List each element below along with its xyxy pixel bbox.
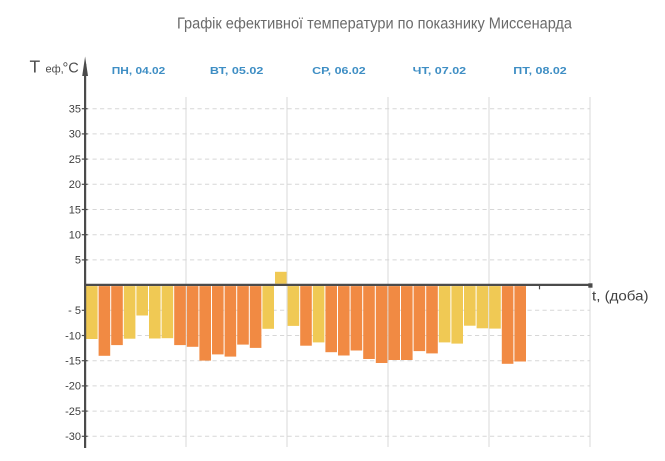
svg-text:20: 20 xyxy=(69,179,81,191)
svg-text:еф,: еф, xyxy=(46,64,64,76)
svg-text:t, (доба): t, (доба) xyxy=(592,289,649,304)
svg-text:35: 35 xyxy=(69,104,81,116)
svg-text:ЧТ, 07.02: ЧТ, 07.02 xyxy=(413,66,467,77)
svg-text:30: 30 xyxy=(69,129,81,141)
svg-text:-30: -30 xyxy=(65,431,81,443)
svg-text:-20: -20 xyxy=(65,381,81,393)
svg-text:T: T xyxy=(30,57,41,77)
svg-text:ПТ, 08.02: ПТ, 08.02 xyxy=(513,66,567,77)
svg-text:25: 25 xyxy=(69,154,81,166)
svg-text:°С: °С xyxy=(63,61,79,77)
svg-text:ВТ, 05.02: ВТ, 05.02 xyxy=(210,66,264,77)
svg-text:- 5: - 5 xyxy=(68,305,81,317)
svg-text:СР, 06.02: СР, 06.02 xyxy=(312,66,366,77)
svg-text:10: 10 xyxy=(69,230,81,242)
svg-text:-10: -10 xyxy=(65,330,81,342)
svg-text:5: 5 xyxy=(75,255,81,267)
svg-text:-15: -15 xyxy=(65,356,81,368)
svg-text:-25: -25 xyxy=(65,406,81,418)
svg-text:ПН, 04.02: ПН, 04.02 xyxy=(112,66,166,77)
svg-text:15: 15 xyxy=(69,204,81,216)
svg-text:Графік ефективної температури: Графік ефективної температури по показни… xyxy=(177,15,572,32)
